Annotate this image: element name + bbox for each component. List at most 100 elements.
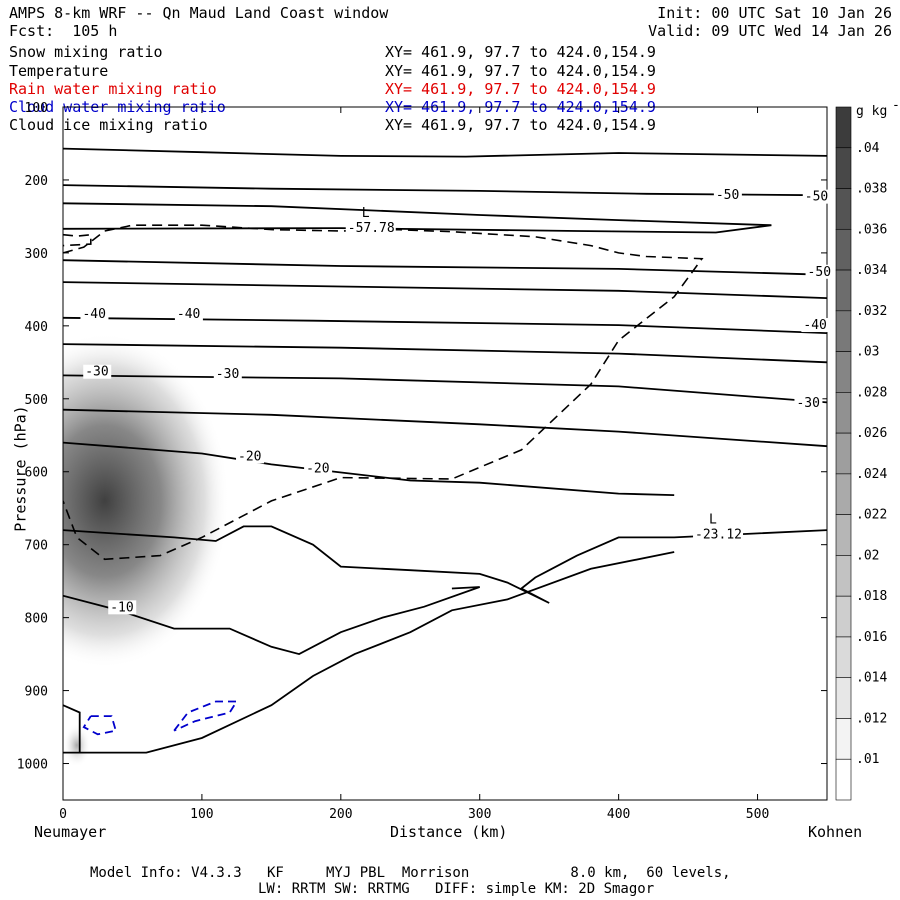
x-axis-title: Distance (km) xyxy=(390,823,508,841)
low-value: -23.12 xyxy=(695,527,742,542)
valid-time: Valid: 09 UTC Wed 14 Jan 26 xyxy=(648,22,892,40)
isotherm-line xyxy=(63,525,827,604)
low-symbol: L xyxy=(709,512,717,527)
isotherm-line xyxy=(63,374,827,404)
colorbar-label: .034 xyxy=(856,263,887,278)
y-tick-label: 500 xyxy=(25,393,48,408)
label-bg xyxy=(794,396,823,411)
label-bg xyxy=(693,527,744,542)
x-right-label: Kohnen xyxy=(808,823,863,841)
label-bg xyxy=(713,188,742,203)
colorbar-swatch xyxy=(835,514,852,556)
y-tick-label: 800 xyxy=(25,612,48,627)
isotherm-label: -10 xyxy=(110,600,133,615)
field-xy: XY= 461.9, 97.7 to 424.0,154.9 xyxy=(385,62,656,80)
label-bg xyxy=(304,461,333,476)
colorbar-label: .024 xyxy=(856,467,887,482)
y-tick-label: 400 xyxy=(25,320,48,335)
init-time: Init: 00 UTC Sat 10 Jan 26 xyxy=(657,4,892,22)
colorbar-label: .022 xyxy=(856,508,887,523)
isotherm-line xyxy=(63,586,481,656)
field-name: Rain water mixing ratio xyxy=(9,80,217,98)
label-bg xyxy=(801,318,830,333)
isotherm-label: -40 xyxy=(803,318,826,333)
snow-contour-line xyxy=(63,233,92,247)
model-info: Model Info: V4.3.3 KF MYJ PBL Morrison 8… xyxy=(90,865,731,881)
x-tick-label: 100 xyxy=(190,807,213,822)
colorbar-swatch xyxy=(835,188,852,230)
isotherm-label: -20 xyxy=(306,462,329,477)
y-tick-label: 900 xyxy=(25,685,48,700)
snow-contour-line xyxy=(63,224,704,561)
colorbar-label: .032 xyxy=(856,304,887,319)
field-name: Temperature xyxy=(9,62,109,80)
isotherm-line xyxy=(63,343,827,364)
colorbar-unit-exp: -1 xyxy=(892,98,900,113)
colorbar-swatch xyxy=(835,677,852,719)
label-bg xyxy=(108,600,137,615)
snow-shading xyxy=(63,723,91,768)
forecast-hour: Fcst: 105 h xyxy=(9,22,118,40)
label-bg xyxy=(802,189,831,204)
low-value: -57.78 xyxy=(348,221,395,236)
colorbar-label: .016 xyxy=(856,630,887,645)
colorbar-swatch xyxy=(835,392,852,434)
x-tick-label: 200 xyxy=(329,807,352,822)
model-info-2: LW: RRTM SW: RRTMG DIFF: simple KM: 2D S… xyxy=(258,881,655,897)
cloud-water-contour xyxy=(82,715,117,736)
x-left-label: Neumayer xyxy=(34,823,107,841)
y-tick-label: 700 xyxy=(25,539,48,554)
y-tick-label: 100 xyxy=(25,101,48,116)
isotherm-label: -30 xyxy=(216,367,239,382)
colorbar-label: .02 xyxy=(856,548,879,563)
colorbar-swatch xyxy=(835,432,852,475)
field-xy: XY= 461.9, 97.7 to 424.0,154.9 xyxy=(385,80,656,98)
colorbar-label: .036 xyxy=(856,222,887,237)
isotherm-line xyxy=(63,704,81,753)
colorbar-label: .03 xyxy=(856,345,879,360)
isotherm-line xyxy=(63,184,827,197)
isotherm-line xyxy=(63,281,827,299)
isotherm-line xyxy=(63,147,827,158)
y-tick-label: 1000 xyxy=(17,758,48,773)
isotherm-line xyxy=(63,259,827,276)
colorbar-label: .026 xyxy=(856,426,887,441)
label-bg xyxy=(805,264,834,279)
field-name: Snow mixing ratio xyxy=(9,43,163,61)
isotherm-label: -40 xyxy=(177,307,200,322)
chart-title: AMPS 8-km WRF -- Qn Maud Land Coast wind… xyxy=(9,4,389,22)
y-axis-title: Pressure (hPa) xyxy=(11,405,30,532)
isotherm-label: -40 xyxy=(82,307,105,322)
cloud-water-contour xyxy=(173,700,239,732)
colorbar-swatch xyxy=(835,758,852,801)
colorbar-label: .038 xyxy=(856,182,887,197)
x-tick-label: 300 xyxy=(468,807,491,822)
colorbar-swatch xyxy=(835,106,852,149)
low-symbol: L xyxy=(362,206,370,221)
colorbar-label: .01 xyxy=(856,752,879,767)
colorbar-swatch xyxy=(835,595,852,638)
label-bg xyxy=(83,364,112,379)
colorbar-label: .04 xyxy=(856,141,880,156)
colorbar-label: .028 xyxy=(856,385,887,400)
colorbar-label: .014 xyxy=(856,671,887,686)
isotherm-label: -50 xyxy=(808,265,831,280)
field-xy: XY= 461.9, 97.7 to 424.0,154.9 xyxy=(385,116,656,134)
y-tick-label: 200 xyxy=(25,174,48,189)
colorbar-label: .018 xyxy=(856,589,887,604)
isotherm-line xyxy=(63,202,772,234)
isotherm-line xyxy=(63,441,675,496)
colorbar-swatch xyxy=(835,351,852,393)
colorbar-label: .012 xyxy=(856,711,887,726)
label-bg xyxy=(345,221,396,236)
label-bg xyxy=(174,307,203,322)
y-tick-label: 600 xyxy=(25,466,48,481)
plot-frame xyxy=(62,106,828,801)
y-tick-label: 300 xyxy=(25,247,48,262)
colorbar-swatch xyxy=(835,718,852,760)
x-tick-label: 500 xyxy=(746,807,769,822)
colorbar-swatch xyxy=(835,310,852,352)
isotherm-label: -50 xyxy=(716,188,739,203)
isotherm-label: -20 xyxy=(238,449,261,464)
